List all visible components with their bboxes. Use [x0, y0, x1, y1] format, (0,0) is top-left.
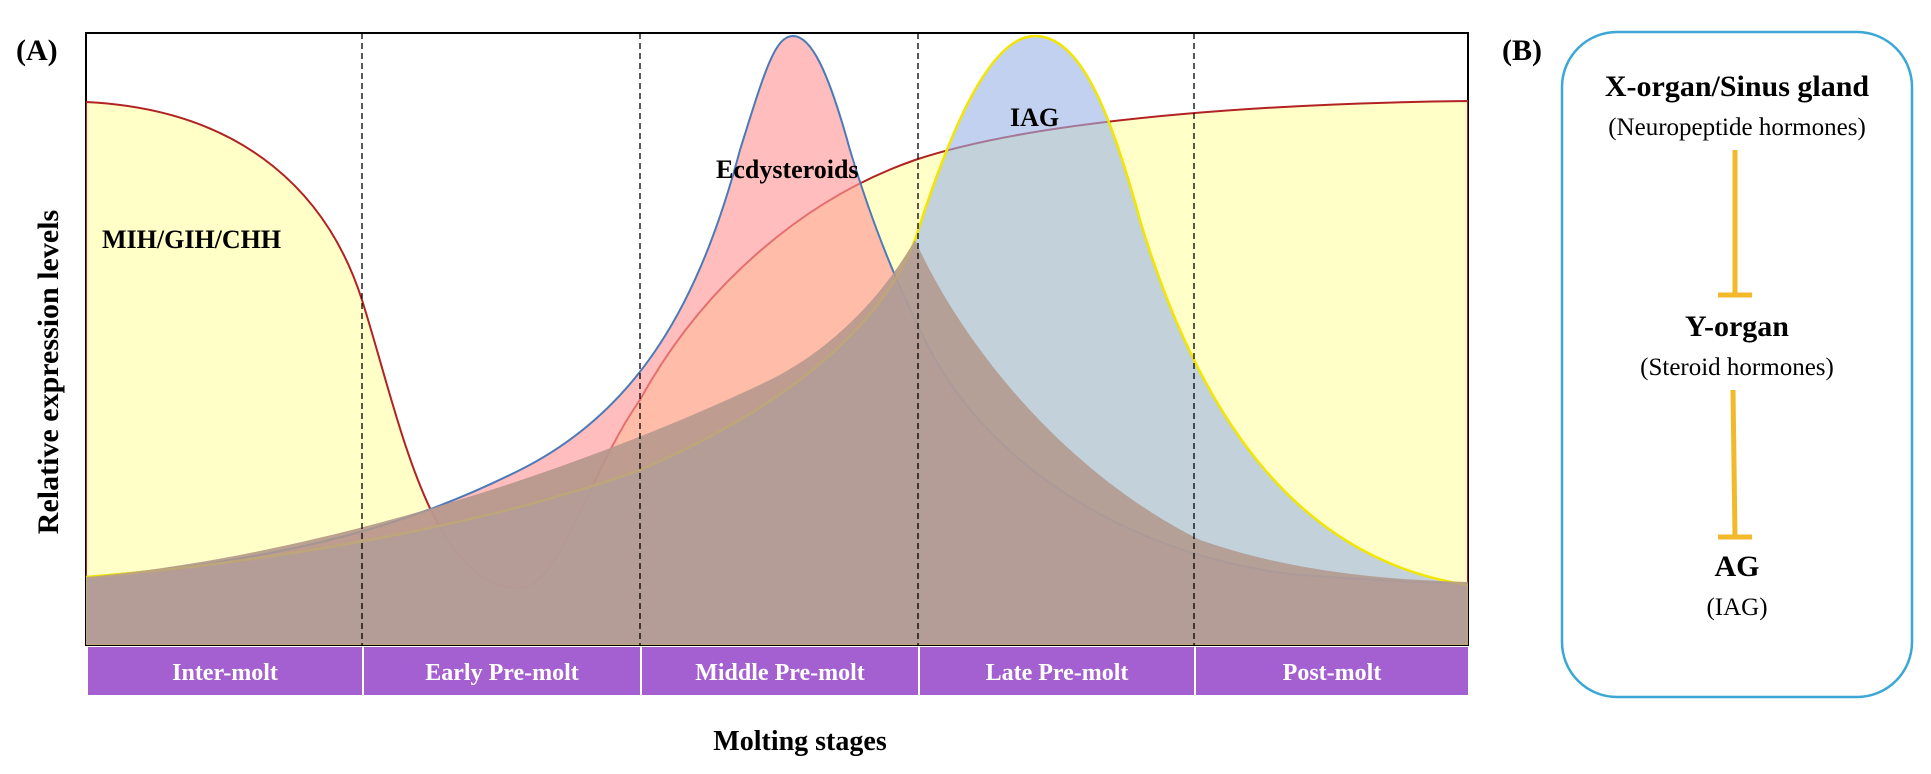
stage-label-4: Late Pre-molt — [986, 660, 1129, 686]
stage-segment-2 — [364, 647, 640, 695]
ecdysteroids-label: Ecdysteroids — [716, 155, 859, 184]
node-y-organ-title: Y-organ — [1685, 310, 1789, 343]
mih-label: MIH/GIH/CHH — [102, 225, 281, 254]
plot-area — [86, 33, 1468, 645]
node-ag-subtitle: (IAG) — [1706, 594, 1767, 621]
node-x-organ-subtitle: (Neuropeptide hormones) — [1608, 114, 1866, 141]
inhibit-arrow-1 — [1718, 150, 1752, 298]
stage-segment-3 — [642, 647, 918, 695]
iag-label: IAG — [1010, 103, 1059, 132]
stage-label-3: Middle Pre-molt — [695, 660, 865, 686]
stage-bar: Inter-molt Early Pre-molt Middle Pre-mol… — [88, 647, 1468, 695]
panel-b-label: (B) — [1502, 34, 1542, 67]
stage-segment-4 — [920, 647, 1194, 695]
stage-label-1: Inter-molt — [172, 660, 278, 686]
stage-segment-1 — [88, 647, 362, 695]
hormone-axis-box — [1560, 30, 1914, 699]
stage-segment-5 — [1196, 647, 1468, 695]
panel-a-label: (A) — [16, 34, 58, 67]
stage-label-2: Early Pre-molt — [425, 660, 579, 686]
node-x-organ-title: X-organ/Sinus gland — [1605, 70, 1870, 103]
node-y-organ-subtitle: (Steroid hormones) — [1640, 354, 1834, 381]
stage-dividers — [361, 33, 1195, 645]
node-ag-title: AG — [1715, 550, 1760, 583]
base-region-overlay — [86, 240, 1468, 645]
y-axis-label: Relative expression levels — [32, 210, 65, 534]
stage-label-5: Post-molt — [1283, 660, 1382, 686]
inhibit-arrow-2 — [1718, 389, 1752, 540]
x-axis-label: Molting stages — [713, 726, 887, 757]
